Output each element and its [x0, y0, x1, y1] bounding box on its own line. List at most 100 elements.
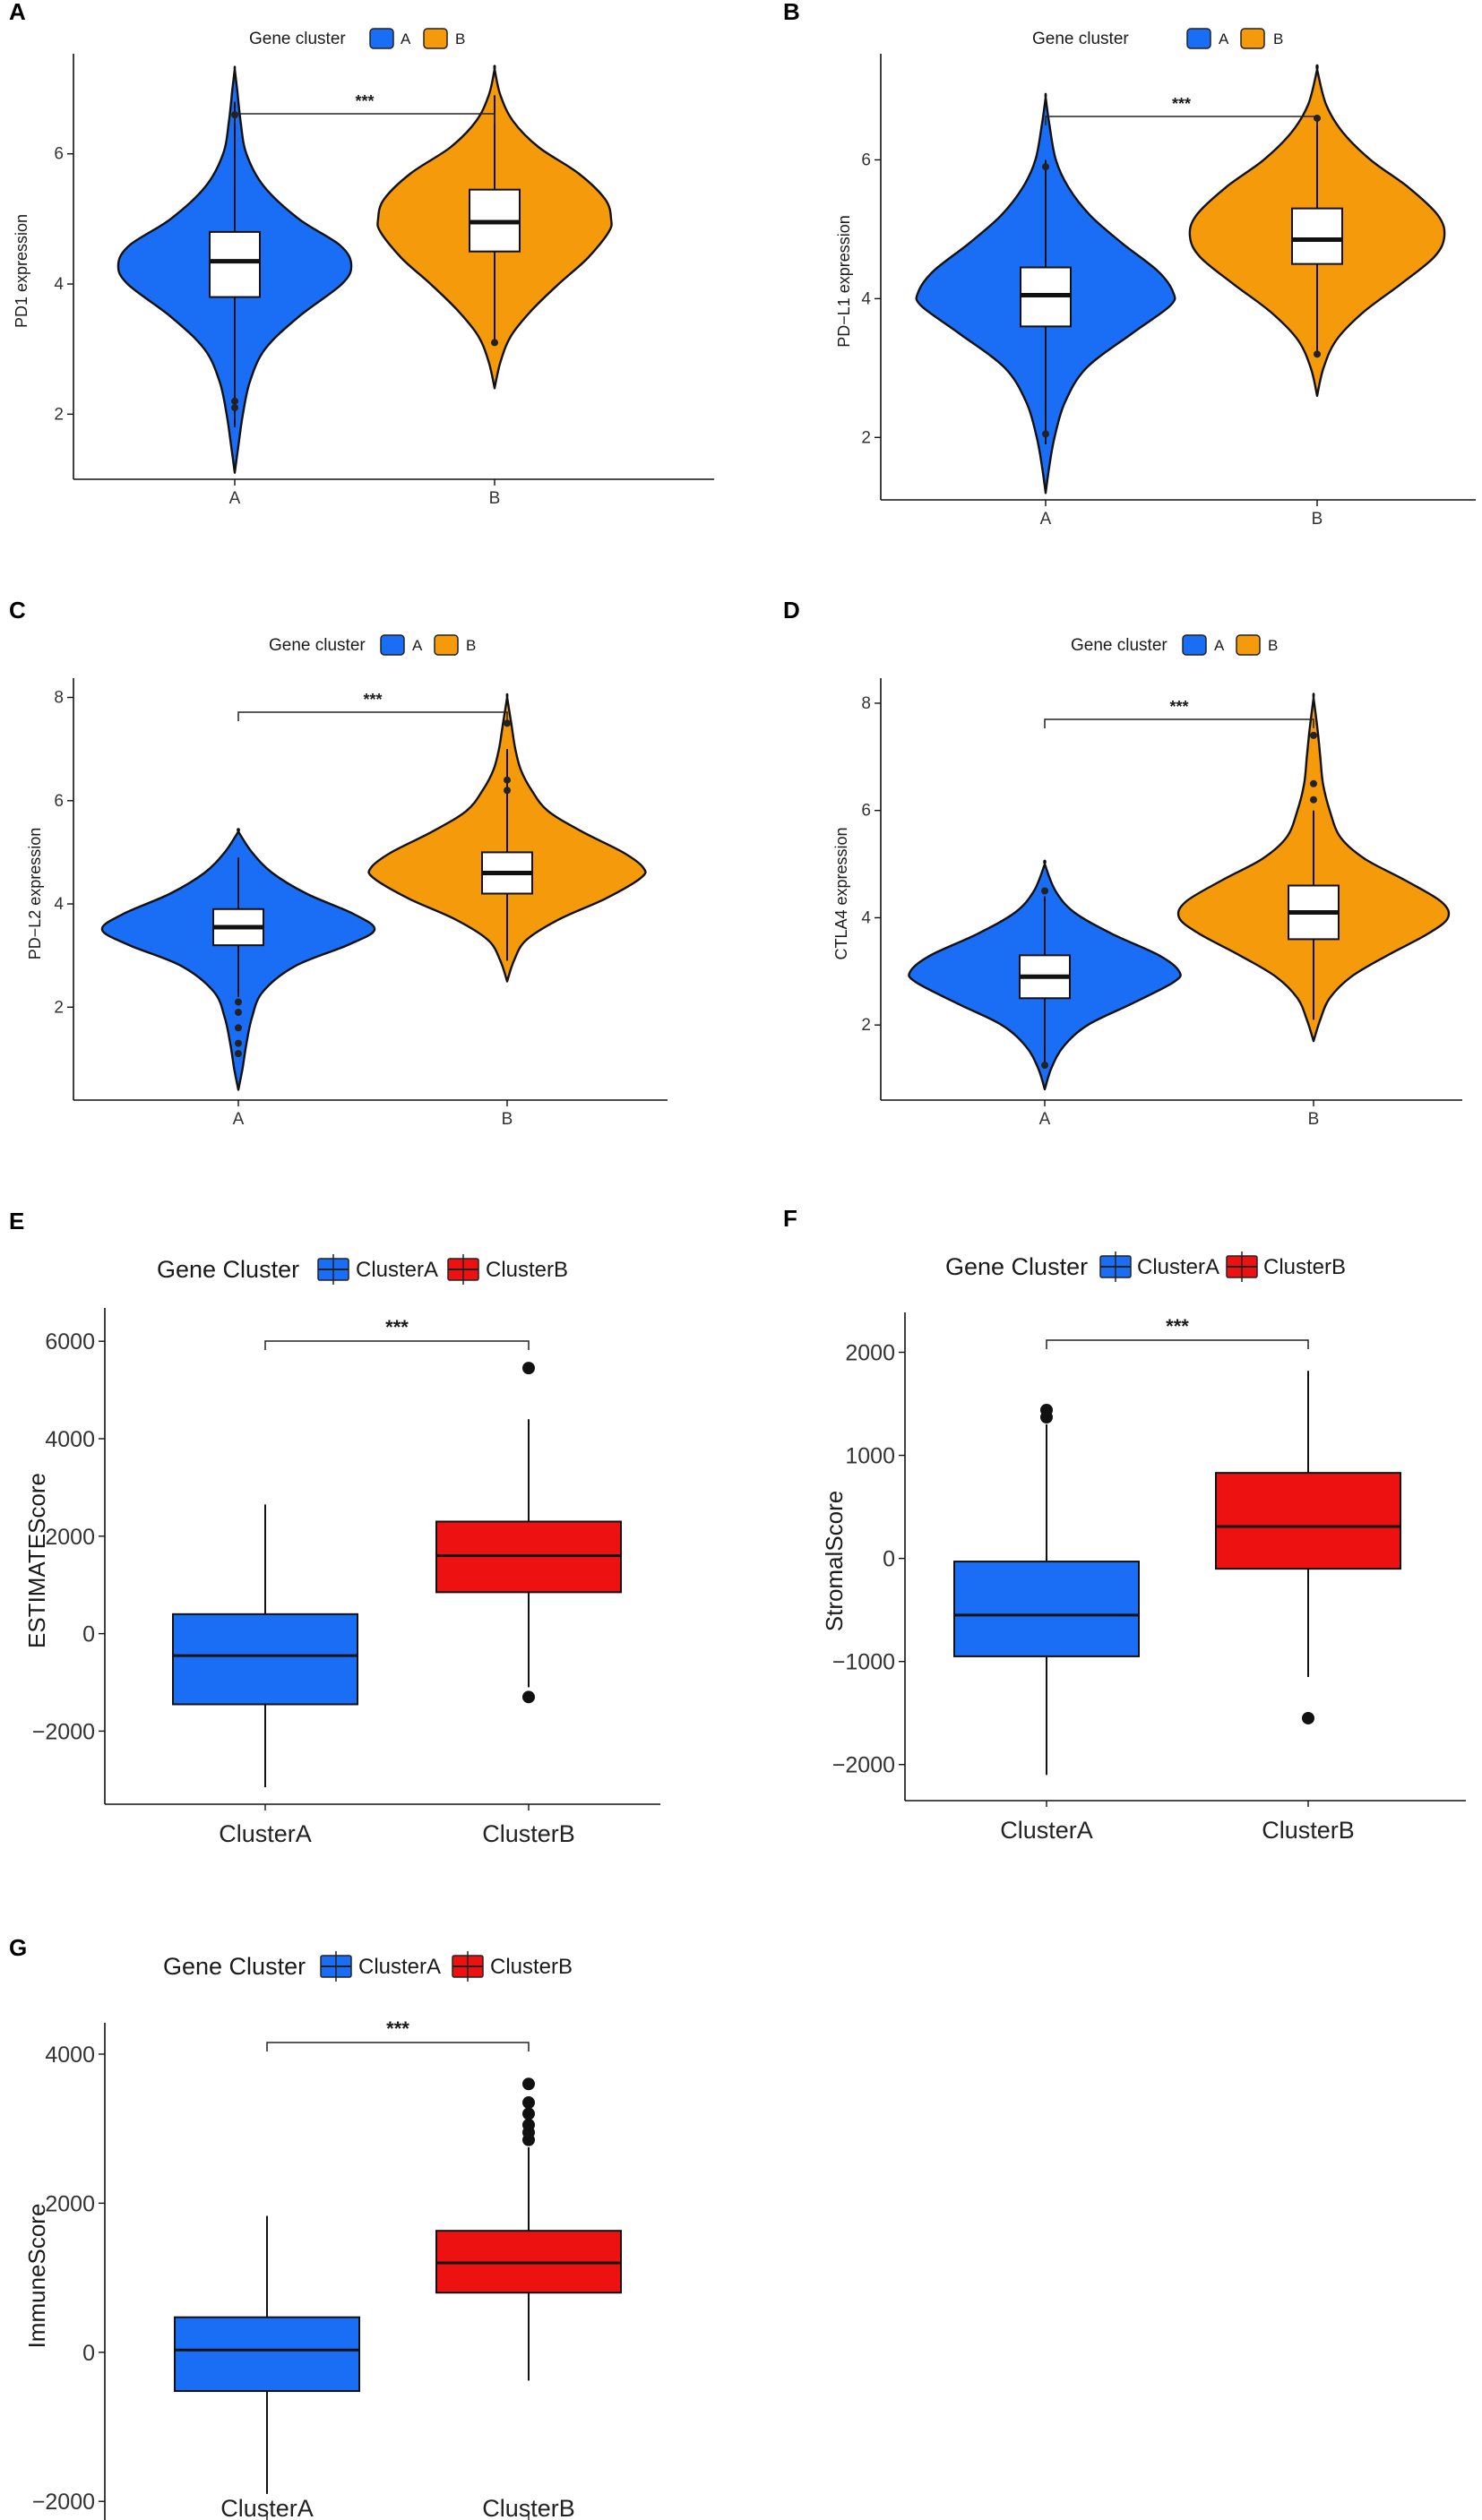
x-category-label: ClusterA [219, 1820, 312, 1847]
legend-title: Gene cluster [269, 636, 366, 655]
legend: Gene Cluster ClusterA ClusterB [945, 1251, 1346, 1282]
legend-title: Gene Cluster [945, 1253, 1088, 1280]
y-tick-label: 2000 [45, 1525, 95, 1550]
y-tick-label: 6 [861, 802, 871, 821]
y-tick-label: −1000 [832, 1650, 895, 1675]
significance-bracket: *** [1045, 95, 1318, 125]
y-axis-title: ImmuneScore [23, 2204, 50, 2349]
y-tick-label: 2000 [45, 2191, 95, 2216]
y-tick-label: 2 [54, 405, 64, 424]
significance-label: *** [355, 92, 374, 110]
panel-d: D Gene cluster A B 2 4 6 8 CTLA4 expression A B *** [783, 597, 1462, 1129]
y-axis-title: CTLA4 expression [832, 827, 850, 959]
panel-letter: E [9, 1208, 24, 1234]
y-tick-label: 4 [861, 908, 871, 927]
y-axis-title: PD−L2 expression [26, 828, 44, 960]
box-body [953, 1561, 1140, 1657]
panel-g: G Gene Cluster ClusterA ClusterB −2000 0 2000 4… [9, 1934, 622, 2520]
box-body [1215, 1472, 1401, 1570]
legend-key-a [380, 634, 405, 656]
legend-label-a: A [1219, 30, 1229, 47]
outlier-point [504, 787, 511, 795]
y-tick-label: 2 [54, 998, 64, 1017]
outlier-point [1310, 731, 1317, 739]
y-tick-label: −2000 [32, 1719, 95, 1744]
panel-letter: G [9, 1934, 27, 1961]
legend-label-clustera: ClusterA [356, 1258, 438, 1282]
significance-label: *** [1169, 698, 1188, 716]
group-b [367, 692, 647, 983]
y-tick-label: 0 [82, 1622, 95, 1647]
outlier-point [522, 1690, 535, 1704]
outlier-point [1302, 1711, 1314, 1724]
group-clusterb [1215, 1371, 1401, 1724]
bracket-line [234, 113, 495, 123]
x-category-label: A [233, 1110, 245, 1129]
legend-title: Gene cluster [249, 30, 346, 48]
outlier-point [235, 1024, 242, 1032]
outlier-point [235, 1009, 242, 1017]
group-a [908, 859, 1182, 1091]
legend-key-a [1182, 634, 1207, 656]
outlier-point [1041, 887, 1048, 895]
group-clustera [953, 1403, 1140, 1776]
outlier-point [522, 2077, 535, 2091]
significance-bracket: *** [1044, 698, 1314, 728]
y-tick-label: 1000 [845, 1444, 895, 1469]
x-category-label: B [489, 489, 501, 508]
outlier-point [522, 1362, 535, 1375]
outlier-point [1314, 350, 1321, 358]
bracket-line [1046, 1339, 1309, 1349]
x-category-label: A [1040, 510, 1052, 529]
group-clusterb [435, 2077, 622, 2381]
significance-label: *** [1166, 1315, 1189, 1337]
legend: Gene cluster A B [1032, 28, 1283, 49]
significance-bracket: *** [234, 92, 495, 123]
y-axis-title: PD−L1 expression [835, 215, 853, 348]
y-tick-label: 2 [861, 428, 871, 447]
x-category-label: ClusterB [482, 1820, 575, 1847]
group-clustera [172, 1504, 358, 1787]
legend-label-clusterb: ClusterB [486, 1258, 568, 1282]
legend-label-clusterb: ClusterB [1263, 1255, 1346, 1279]
panel-c: C Gene cluster A B 2 4 6 8 PD−L2 expression A B *** [9, 597, 668, 1129]
panel-b: B Gene cluster A B 2 4 6 PD−L1 expression A B *** [783, 0, 1476, 529]
x-category-label: A [1039, 1110, 1051, 1129]
y-tick-label: 6000 [45, 1329, 95, 1355]
y-tick-label: 6 [54, 792, 64, 811]
outlier-point [522, 2107, 535, 2120]
significance-bracket: *** [264, 1316, 530, 1350]
y-tick-label: 8 [861, 694, 871, 713]
legend-key-a [1186, 28, 1211, 49]
y-tick-label: 0 [883, 1547, 895, 1572]
y-tick-label: 8 [54, 689, 64, 708]
y-tick-label: 6 [861, 151, 871, 169]
outlier-point [235, 1039, 242, 1047]
legend-label-a: A [412, 637, 423, 654]
outlier-point [231, 404, 238, 412]
y-axis-title: PD1 expression [13, 214, 30, 328]
legend: Gene cluster A B [1071, 634, 1278, 656]
panel-f: F Gene Cluster ClusterA ClusterB −2000 −1000 0… [783, 1205, 1466, 1844]
bracket-line [1044, 718, 1314, 728]
x-category-label: ClusterA [1000, 1817, 1093, 1844]
y-tick-label: 4 [54, 275, 64, 294]
outlier-point [1040, 1403, 1053, 1416]
legend-label-a: A [1214, 637, 1225, 654]
significance-label: *** [363, 691, 382, 709]
y-tick-label: 6 [54, 145, 64, 164]
x-category-label: A [229, 489, 241, 508]
group-a [915, 92, 1176, 495]
outlier-point [235, 998, 242, 1006]
legend-title: Gene Cluster [157, 1256, 299, 1283]
bracket-line [1045, 116, 1318, 125]
legend-key-b [434, 634, 459, 656]
bracket-line [237, 711, 508, 721]
legend-label-b: B [455, 30, 465, 47]
box-body [174, 2316, 360, 2393]
x-category-label: ClusterA [220, 2495, 314, 2520]
legend: Gene cluster A B [269, 634, 476, 656]
outlier-point [491, 339, 498, 347]
x-category-label: ClusterB [1262, 1817, 1355, 1844]
